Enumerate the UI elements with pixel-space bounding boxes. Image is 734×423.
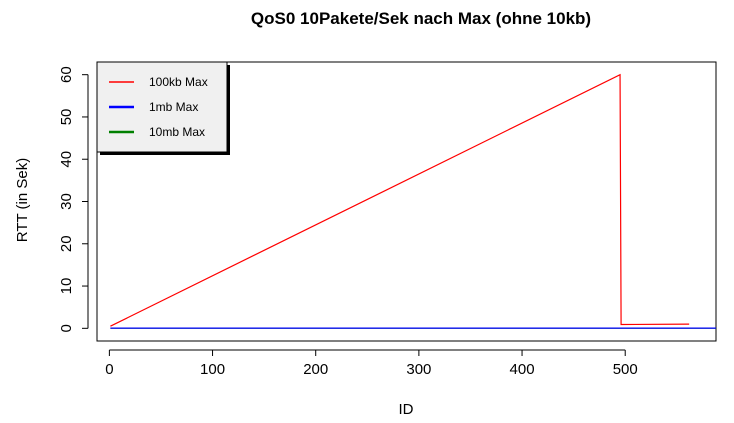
y-tick-label: 40	[58, 151, 75, 168]
x-tick-label: 200	[303, 361, 328, 378]
series-line	[110, 73, 690, 327]
x-tick-label: 500	[613, 361, 638, 378]
x-axis-label: ID	[399, 401, 414, 418]
y-tick-label: 30	[58, 193, 75, 210]
chart-title: QoS0 10Pakete/Sek nach Max (ohne 10kb)	[251, 9, 591, 28]
legend-label: 100kb Max	[149, 75, 208, 89]
legend-label: 10mb Max	[149, 125, 205, 139]
x-tick-label: 400	[510, 361, 535, 378]
legend-label: 1mb Max	[149, 100, 198, 114]
y-tick-label: 60	[58, 66, 75, 83]
y-tick-label: 10	[58, 278, 75, 295]
y-tick-label: 50	[58, 109, 75, 126]
x-tick-label: 300	[406, 361, 431, 378]
plot-frame	[96, 61, 717, 342]
series-layer	[110, 73, 716, 329]
y-ticks: 0 10 20 30 40 50 60	[58, 66, 88, 332]
legend: 100kb Max 1mb Max 10mb Max	[96, 61, 230, 155]
x-tick-label: 100	[200, 361, 225, 378]
x-ticks: 0 100 200 300 400 500	[105, 350, 638, 378]
y-tick-label: 0	[58, 324, 75, 332]
y-axis-label: RTT (in Sek)	[14, 158, 31, 242]
x-tick-label: 0	[105, 361, 113, 378]
y-tick-label: 20	[58, 235, 75, 252]
